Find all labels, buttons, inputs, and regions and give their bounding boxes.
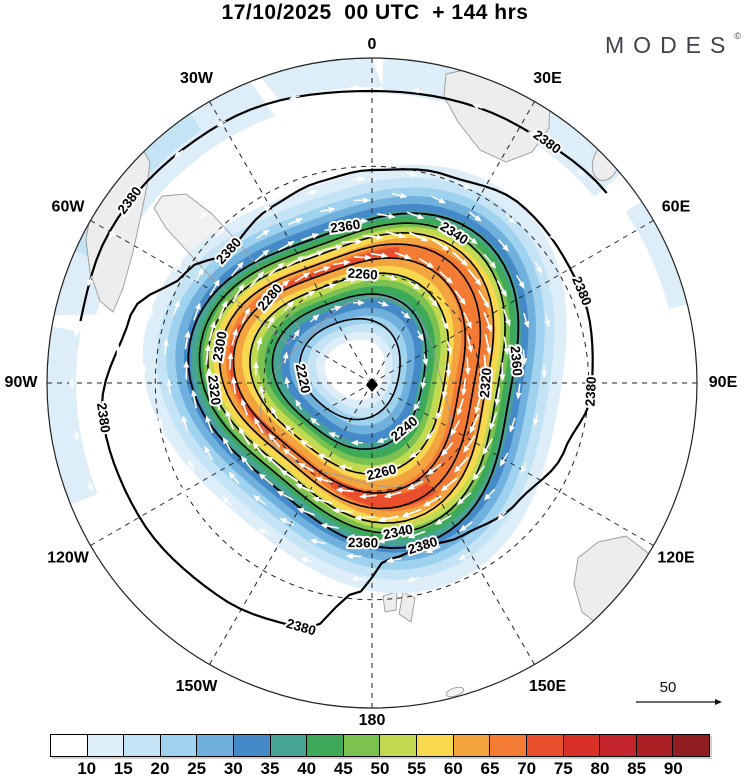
contour-label: 2260	[347, 266, 378, 283]
colorbar-tick-50: 50	[370, 759, 390, 778]
longitude-label-90W: 90W	[5, 374, 39, 391]
contour-label: 2380	[569, 274, 595, 308]
colorbar-tick-70: 70	[517, 759, 537, 778]
wind-arrows-layer	[69, 84, 585, 610]
colorbar-cell-8	[343, 735, 381, 756]
colorbar-tick-20: 20	[150, 759, 170, 778]
map-boundary-circle	[46, 57, 698, 709]
colorbar-cell-0	[51, 735, 88, 756]
colorbar-cell-17	[673, 735, 709, 756]
colorbar-tick-30: 30	[223, 759, 243, 778]
reference-vector-label: 50	[660, 679, 677, 696]
wind-speed-colorbar	[50, 734, 710, 757]
colorbar-tick-60: 60	[443, 759, 463, 778]
colorbar-tick-labels: 10 15 20 25 30 35 40 45 50 55 60 65 70 75 80 85 90	[50, 759, 710, 781]
colorbar-cell-3	[160, 735, 198, 756]
longitude-label-90E: 90E	[709, 374, 738, 391]
longitude-labels: 0 30E 60E 90E 120E 150E 180 150W 120W 90W 60W 30W	[5, 36, 738, 729]
contour-label: 2320	[477, 367, 495, 398]
colorbar-tick-65: 65	[480, 759, 500, 778]
colorbar-tick-10: 10	[77, 759, 97, 778]
longitude-label-150E: 150E	[529, 678, 567, 695]
modes-logo: MODES©	[605, 31, 741, 59]
colorbar-tick-45: 45	[333, 759, 353, 778]
colorbar-cell-15	[600, 735, 637, 756]
colorbar-cell-7	[307, 735, 344, 756]
colorbar-tick-15: 15	[113, 759, 133, 778]
colorbar-cell-11	[453, 735, 491, 756]
colorbar-cell-2	[124, 735, 161, 756]
map-clipped-layers	[47, 58, 697, 708]
reference-vector: 50	[636, 679, 722, 705]
modes-logo-mark: ©	[734, 31, 741, 41]
colorbar-cell-13	[526, 735, 564, 756]
longitude-label-0: 0	[368, 36, 377, 53]
longitude-label-30W: 30W	[180, 70, 214, 87]
contour-label: 2360	[508, 345, 526, 376]
colorbar-cell-10	[417, 735, 454, 756]
longitude-label-60E: 60E	[662, 199, 691, 216]
colorbar-cell-1	[87, 735, 125, 756]
contour-label: 2320	[205, 374, 224, 406]
modes-logo-text: MODES	[605, 32, 735, 58]
longitude-label-120W: 120W	[47, 550, 90, 567]
colorbar-cell-12	[490, 735, 527, 756]
contour-label: 2360	[329, 217, 361, 236]
colorbar-cell-5	[234, 735, 271, 756]
pole-marker	[366, 378, 378, 392]
contour-label: 2380	[582, 376, 599, 407]
contour-label: 2300	[210, 330, 230, 362]
contour-label: 2380	[94, 402, 113, 434]
colorbar-cell-6	[270, 735, 308, 756]
colorbar-tick-35: 35	[260, 759, 280, 778]
colorbar-cell-16	[636, 735, 674, 756]
page-title: 17/10/2025 00 UTC + 144 hrs	[221, 1, 529, 24]
colorbar-tick-25: 25	[187, 759, 207, 778]
colorbar-tick-40: 40	[297, 759, 317, 778]
colorbar-tick-80: 80	[590, 759, 610, 778]
colorbar-cell-9	[380, 735, 418, 756]
longitude-label-120E: 120E	[657, 550, 695, 567]
colorbar-tick-55: 55	[407, 759, 427, 778]
longitude-label-150W: 150W	[176, 678, 219, 695]
longitude-label-180: 180	[359, 712, 386, 729]
longitude-label-60W: 60W	[52, 199, 86, 216]
contour-layer	[79, 89, 608, 631]
colorbar-tick-90: 90	[663, 759, 683, 778]
colorbar-cell-4	[197, 735, 235, 756]
contour-label: 2360	[348, 535, 378, 551]
contour-label: 2380	[285, 616, 318, 639]
longitude-label-30E: 30E	[533, 70, 562, 87]
colorbar-tick-75: 75	[553, 759, 573, 778]
colorbar-tick-85: 85	[627, 759, 647, 778]
colorbar-cell-14	[563, 735, 601, 756]
